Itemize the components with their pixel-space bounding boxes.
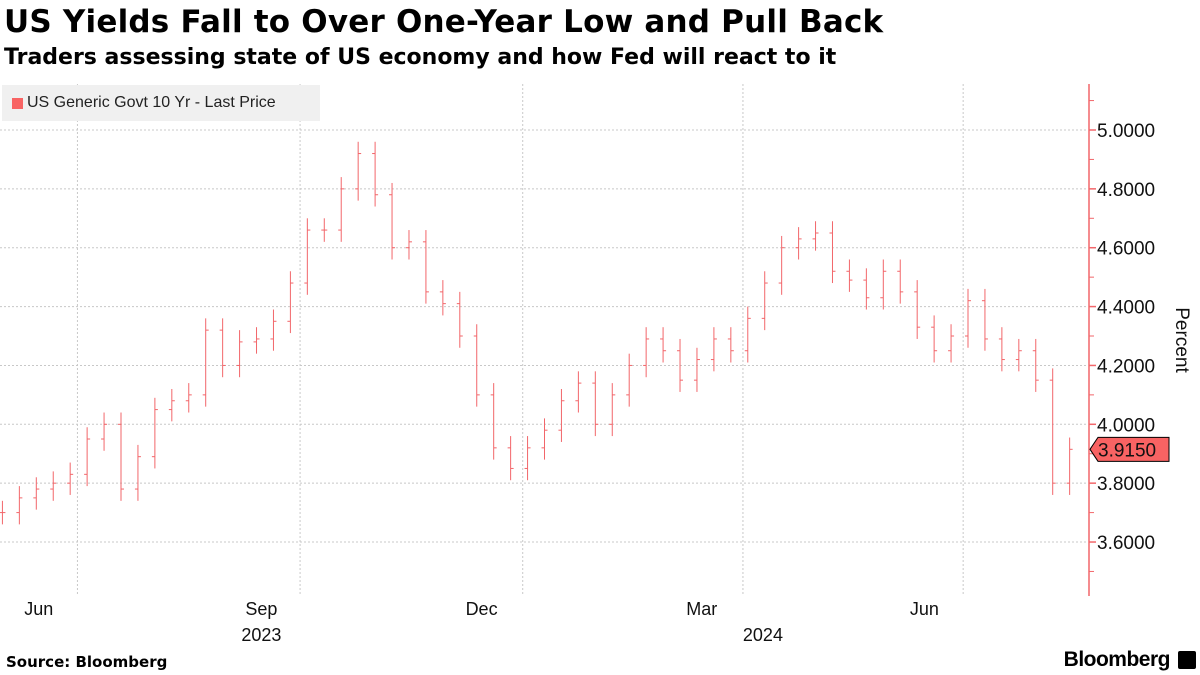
- price-bar: [626, 353, 633, 407]
- price-bar: [304, 218, 311, 295]
- price-bar: [490, 383, 497, 460]
- price-bar: [101, 412, 108, 451]
- price-bar: [372, 141, 379, 207]
- price-bar: [1066, 437, 1073, 495]
- price-bar: [219, 318, 226, 378]
- y-tick-label: 4.6000: [1097, 239, 1155, 260]
- price-bar: [202, 318, 209, 407]
- price-bar: [422, 230, 429, 304]
- price-bars: [0, 141, 1073, 525]
- price-bar: [575, 371, 582, 413]
- chart-title: US Yields Fall to Over One-Year Low and …: [4, 4, 884, 40]
- price-bar: [592, 371, 599, 437]
- y-tick-label: 4.0000: [1097, 415, 1155, 436]
- chart-subtitle: Traders assessing state of US economy an…: [4, 45, 837, 70]
- price-bar: [829, 221, 836, 284]
- price-bar: [981, 288, 988, 351]
- price-bar: [321, 218, 328, 242]
- x-tick-label: Sep: [245, 599, 277, 619]
- bloomberg-logo: Bloomberg: [1063, 648, 1171, 671]
- price-bar: [67, 462, 74, 495]
- y-tick-label: 4.4000: [1097, 298, 1155, 319]
- legend-swatch: [12, 97, 23, 109]
- price-bar: [456, 291, 463, 348]
- price-bar: [0, 500, 6, 525]
- price-bar: [558, 388, 565, 442]
- price-bar: [1015, 338, 1022, 372]
- price-bar: [761, 271, 768, 331]
- price-bar: [270, 309, 277, 351]
- y-tick-label: 4.2000: [1097, 356, 1155, 377]
- source-note: Source: Bloomberg: [6, 653, 168, 671]
- legend-label: US Generic Govt 10 Yr - Last Price: [27, 94, 276, 111]
- price-bar: [507, 436, 514, 481]
- price-bar: [660, 327, 667, 363]
- price-bar: [541, 418, 548, 460]
- price-bar: [84, 427, 91, 487]
- last-price-badge: 3.9150: [1089, 436, 1170, 462]
- price-bar: [677, 338, 684, 392]
- last-price-label: 3.9150: [1098, 440, 1156, 461]
- price-bar: [846, 259, 853, 292]
- price-bar: [931, 315, 938, 363]
- x-year-label: 2023: [241, 625, 281, 645]
- price-bar: [134, 444, 141, 501]
- price-bar: [897, 259, 904, 304]
- price-bar: [185, 383, 192, 413]
- price-bar: [524, 436, 531, 481]
- price-bar: [1032, 338, 1039, 392]
- price-bar: [863, 268, 870, 310]
- price-bar: [795, 227, 802, 260]
- y-tick-label: 5.0000: [1097, 121, 1155, 142]
- price-bar: [948, 324, 955, 363]
- price-bar: [151, 397, 158, 469]
- grid: [0, 84, 1086, 596]
- x-tick-label: Jun: [910, 599, 939, 619]
- price-bar: [643, 327, 650, 378]
- price-bar: [405, 230, 412, 260]
- price-bar: [473, 324, 480, 407]
- price-bar: [965, 288, 971, 348]
- y-tick-label: 3.6000: [1097, 533, 1155, 554]
- price-bar: [439, 280, 446, 316]
- legend: US Generic Govt 10 Yr - Last Price: [2, 85, 320, 121]
- price-bar: [33, 477, 40, 510]
- x-tick-label: Dec: [466, 599, 498, 619]
- price-bar: [50, 471, 57, 501]
- price-bar: [253, 327, 260, 354]
- price-bar: [355, 141, 362, 201]
- price-bar: [389, 182, 396, 260]
- price-bar: [727, 327, 734, 363]
- price-bar: [812, 221, 819, 251]
- price-bar: [609, 383, 616, 437]
- bloomberg-logo-icon: [1178, 651, 1196, 669]
- y-tick-label: 4.8000: [1097, 180, 1155, 201]
- x-year-label: 2024: [743, 625, 783, 645]
- price-bar: [118, 412, 124, 501]
- price-bar: [880, 259, 887, 310]
- price-bar: [914, 280, 921, 339]
- price-bar: [338, 177, 345, 242]
- x-tick-label: Jun: [24, 599, 53, 619]
- price-bar: [1049, 368, 1056, 495]
- x-tick-label: Mar: [686, 599, 717, 619]
- price-bar: [744, 306, 751, 363]
- price-bar: [168, 388, 175, 422]
- price-bar: [287, 271, 294, 334]
- price-bar: [778, 235, 785, 295]
- x-axis: Jun Sep Dec Mar Jun 2023 2024: [24, 599, 939, 645]
- y-axis: 5.0000 4.8000 4.6000 4.4000 4.2000 4.0000 3.80…: [1089, 100, 1155, 572]
- y-axis-label: Percent: [1171, 307, 1192, 373]
- price-bar: [710, 327, 717, 372]
- price-bar: [693, 347, 700, 392]
- price-bar: [998, 327, 1005, 372]
- y-tick-label: 3.8000: [1097, 474, 1155, 495]
- price-bar: [236, 330, 243, 378]
- price-bar: [16, 486, 23, 525]
